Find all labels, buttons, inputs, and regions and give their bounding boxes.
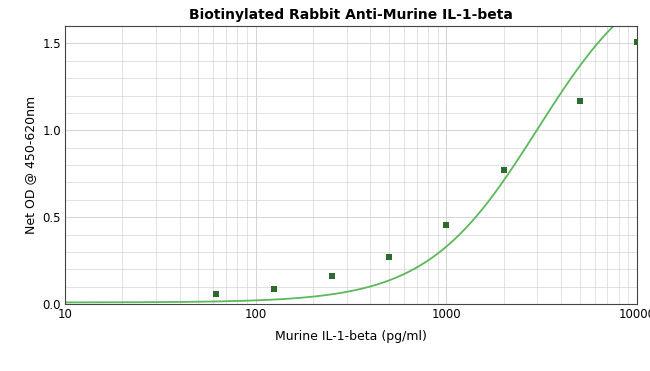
Title: Biotinylated Rabbit Anti-Murine IL-1-beta: Biotinylated Rabbit Anti-Murine IL-1-bet… [189, 8, 513, 22]
X-axis label: Murine IL-1-beta (pg/ml): Murine IL-1-beta (pg/ml) [275, 330, 427, 343]
Y-axis label: Net OD @ 450-620nm: Net OD @ 450-620nm [23, 96, 36, 234]
